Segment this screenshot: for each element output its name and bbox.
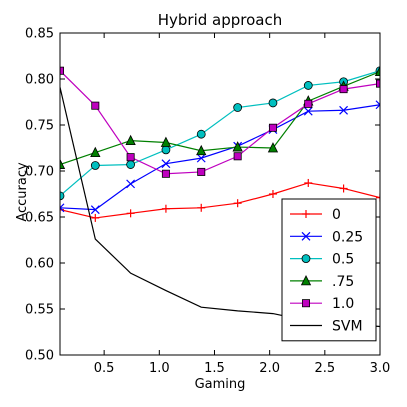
x-tick-label-4: 2.5 xyxy=(314,361,335,376)
y-tick-label-6: 0.80 xyxy=(25,73,54,88)
data-point-025-8 xyxy=(339,105,349,115)
x-tick-label-1: 1.0 xyxy=(149,361,170,376)
data-point-0-7 xyxy=(304,178,313,187)
data-point-0-9 xyxy=(376,193,380,202)
y-tick-label-2: 0.60 xyxy=(25,257,54,272)
data-point-10-7 xyxy=(304,99,313,108)
y-tick-label-7: 0.85 xyxy=(25,27,54,42)
data-point-75-2 xyxy=(125,134,136,146)
axes: 0.5 1.0 1.5 2.0 2.5 3.00.500.550.600.650.700.… xyxy=(25,27,390,377)
data-point-0-1 xyxy=(91,213,100,222)
series-line-10 xyxy=(60,70,380,175)
data-point-10-8 xyxy=(339,85,348,94)
data-point-05-5 xyxy=(233,103,243,112)
legend-box xyxy=(281,198,377,342)
data-point-025-2 xyxy=(126,179,136,189)
data-point-0-5 xyxy=(233,199,242,208)
legend-marker-0 xyxy=(302,210,310,218)
data-point-10-3 xyxy=(161,169,170,178)
data-point-75-1 xyxy=(90,146,101,158)
series-line-0 xyxy=(60,182,380,219)
data-point-025-1 xyxy=(90,205,100,215)
data-point-10-2 xyxy=(126,153,135,162)
legend: 0 0.25 0.5 .75 1.0 SVM xyxy=(281,198,377,342)
series-line-75 xyxy=(60,71,380,166)
data-point-0-4 xyxy=(197,203,206,212)
data-point-75-5 xyxy=(232,141,243,152)
y-axis-title: Accuracy xyxy=(15,162,30,222)
data-point-0-3 xyxy=(161,204,170,213)
data-point-025-9 xyxy=(375,100,380,110)
legend-label-05: 0.5 xyxy=(332,252,354,268)
y-tick-label-4: 0.70 xyxy=(25,165,54,180)
chart-title: Hybrid approach xyxy=(158,11,283,29)
data-point-10-4 xyxy=(197,167,206,176)
legend-label-0: 0 xyxy=(332,207,341,223)
data-point-05-1 xyxy=(90,161,100,170)
y-tick-label-3: 0.65 xyxy=(25,211,54,226)
series-line-025 xyxy=(60,104,380,211)
x-axis-title: Gaming xyxy=(195,377,246,392)
legend-label-10: 1.0 xyxy=(332,296,354,312)
x-tick-label-5: 3.0 xyxy=(370,361,391,376)
data-point-05-6 xyxy=(268,98,278,108)
legend-marker-025 xyxy=(301,231,311,241)
data-point-0-2 xyxy=(126,209,135,218)
y-tick-label-1: 0.55 xyxy=(25,303,54,318)
data-point-75-4 xyxy=(196,144,207,156)
legend-marker-05 xyxy=(301,254,311,264)
x-tick-label-0: 0.5 xyxy=(94,361,115,376)
data-point-025-7 xyxy=(303,106,313,116)
data-point-75-3 xyxy=(160,136,172,147)
plot-frame xyxy=(59,32,381,356)
data-point-75-6 xyxy=(267,142,279,153)
plot-area xyxy=(60,65,380,328)
legend-marker-75 xyxy=(300,275,312,286)
data-point-75-0 xyxy=(60,158,66,169)
legend-label-svm: SVM xyxy=(332,319,363,335)
data-point-10-5 xyxy=(233,152,242,161)
data-point-05-7 xyxy=(303,81,313,90)
data-point-025-4 xyxy=(196,153,206,163)
data-point-10-6 xyxy=(268,123,277,132)
legend-label-025: 0.25 xyxy=(332,229,363,245)
y-tick-label-5: 0.75 xyxy=(25,119,54,134)
x-tick-label-2: 1.5 xyxy=(204,361,225,376)
data-point-05-3 xyxy=(161,145,171,155)
plot-clip-group xyxy=(60,65,380,328)
legend-label-75: .75 xyxy=(332,274,354,290)
data-point-0-8 xyxy=(339,184,348,193)
data-point-025-3 xyxy=(161,159,171,169)
data-point-05-4 xyxy=(196,129,206,139)
data-point-05-2 xyxy=(126,160,136,169)
data-point-75-9 xyxy=(374,65,380,77)
legend-marker-10 xyxy=(301,299,310,308)
data-point-025-0 xyxy=(60,203,65,213)
series-line-05 xyxy=(60,70,380,197)
data-point-10-1 xyxy=(91,101,100,110)
y-tick-label-0: 0.50 xyxy=(25,349,54,364)
data-point-05-0 xyxy=(60,191,65,201)
x-tick-label-3: 2.0 xyxy=(259,361,280,376)
data-point-0-6 xyxy=(268,190,277,198)
